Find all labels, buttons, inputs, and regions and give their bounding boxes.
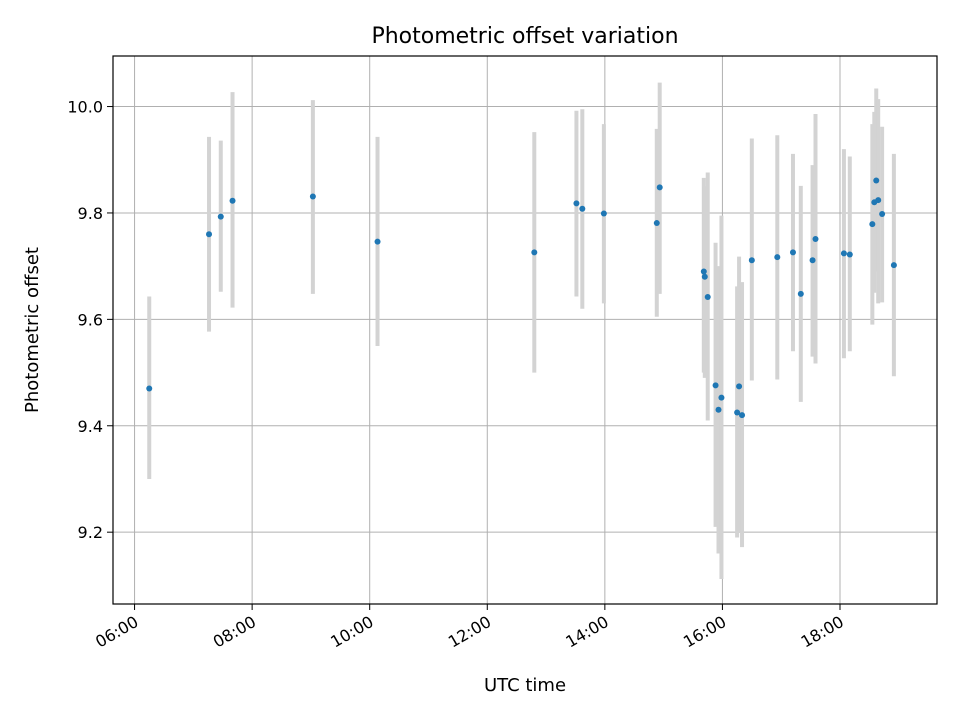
data-point xyxy=(789,249,796,256)
data-point xyxy=(739,412,746,419)
data-point xyxy=(217,213,224,220)
data-point xyxy=(374,238,381,245)
data-point xyxy=(812,236,819,243)
x-axis-label: UTC time xyxy=(484,675,566,696)
data-point xyxy=(873,177,880,184)
data-point xyxy=(309,193,316,200)
chart-title: Photometric offset variation xyxy=(371,24,678,49)
y-tick-label: 9.2 xyxy=(78,523,103,542)
data-point xyxy=(600,210,607,217)
data-point xyxy=(734,409,741,416)
data-point xyxy=(700,268,707,275)
data-point xyxy=(715,406,722,413)
data-point xyxy=(573,200,580,207)
data-point xyxy=(774,254,781,261)
plot-frame xyxy=(112,55,938,605)
data-point xyxy=(531,249,538,256)
data-point xyxy=(712,382,719,389)
data-point xyxy=(748,257,755,264)
data-point xyxy=(809,257,816,264)
data-point xyxy=(146,385,153,392)
data-point xyxy=(656,184,663,191)
data-point xyxy=(846,251,853,258)
data-point xyxy=(875,197,882,204)
y-tick-label: 9.4 xyxy=(78,417,103,436)
y-tick-label: 9.6 xyxy=(78,310,103,329)
data-point xyxy=(890,262,897,269)
data-point xyxy=(718,394,725,401)
y-tick-label: 9.8 xyxy=(78,204,103,223)
data-point xyxy=(797,290,804,297)
data-points xyxy=(146,177,897,419)
data-point xyxy=(701,273,708,280)
data-point xyxy=(704,294,711,301)
data-point xyxy=(206,231,213,238)
data-point xyxy=(869,221,876,228)
data-point xyxy=(653,220,660,227)
data-point xyxy=(736,383,743,390)
y-axis-label: Photometric offset xyxy=(22,247,43,413)
y-axis-ticks: 9.2 9.4 9.6 9.8 10.0 xyxy=(67,98,113,542)
data-point xyxy=(579,205,586,212)
data-point xyxy=(229,197,236,204)
y-tick-label: 10.0 xyxy=(67,98,103,117)
data-point xyxy=(879,211,886,218)
data-point xyxy=(840,250,847,257)
